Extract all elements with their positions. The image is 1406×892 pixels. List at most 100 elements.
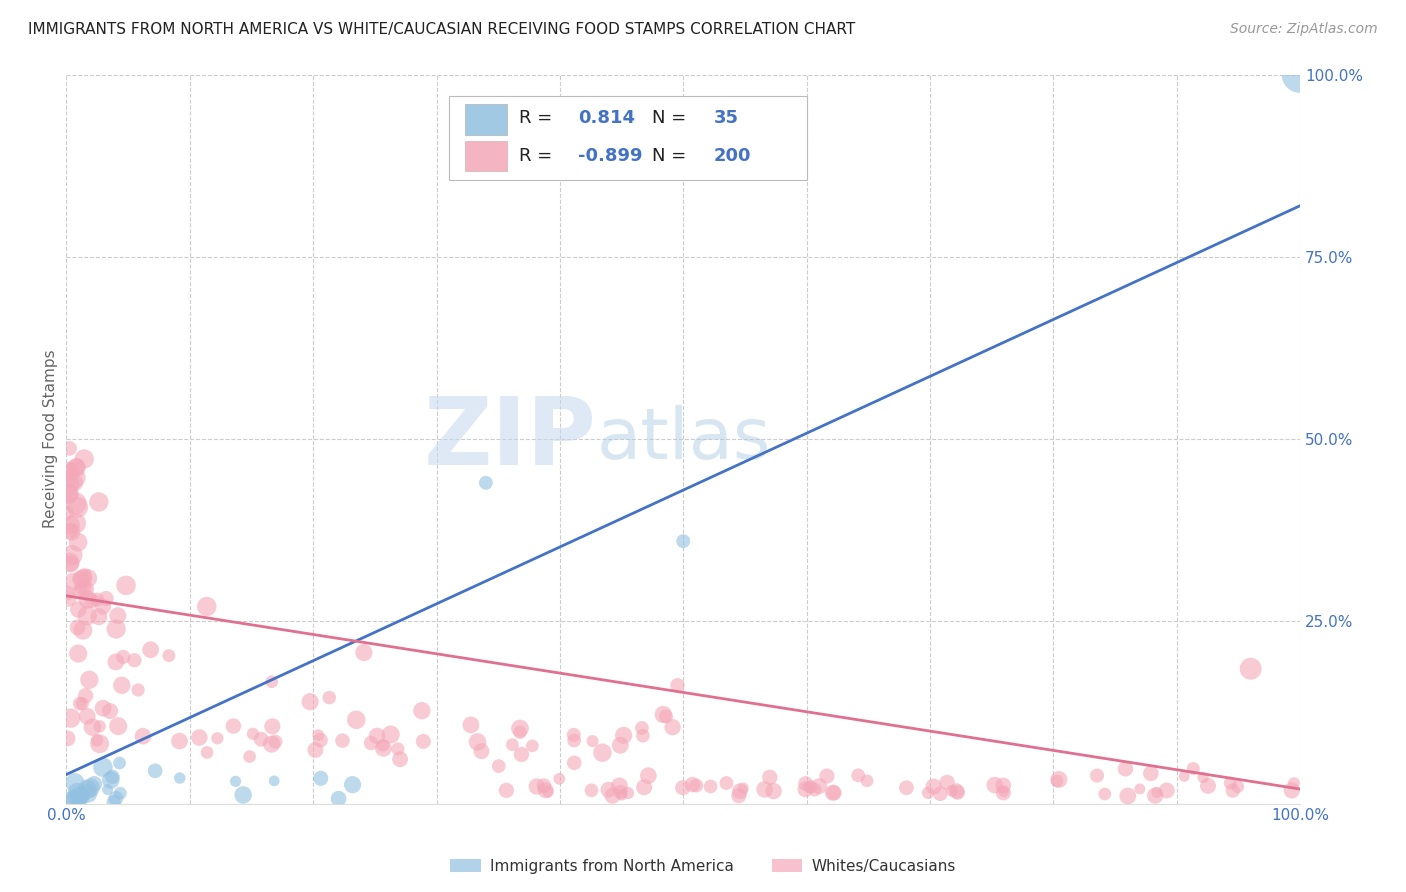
Point [1046, 774, 1069, 789]
Point [509, 725, 531, 739]
Point [1281, 783, 1303, 797]
Point [111, 678, 134, 692]
Point [467, 735, 489, 749]
Bar [465, 141, 506, 171]
Point [107, 719, 129, 733]
Point [104, 655, 127, 669]
Point [299, 695, 322, 709]
Point [65, 460, 87, 475]
Point [169, 771, 191, 785]
Point [1226, 780, 1249, 794]
Point [260, 737, 283, 751]
Point [59, 711, 82, 725]
Point [522, 739, 544, 753]
Text: 0.814: 0.814 [578, 109, 636, 127]
Point [1114, 762, 1136, 776]
Point [69, 583, 91, 598]
Point [76, 608, 98, 623]
Point [661, 720, 683, 734]
Point [101, 770, 124, 784]
Point [917, 786, 939, 800]
Point [77, 571, 100, 585]
Point [794, 782, 817, 797]
Point [602, 789, 624, 803]
Point [66, 785, 89, 799]
Point [488, 759, 510, 773]
Point [672, 534, 695, 549]
Point [411, 704, 433, 718]
Point [655, 709, 678, 723]
Point [63, 470, 86, 484]
Point [808, 779, 831, 793]
Text: R =: R = [519, 147, 553, 165]
Point [139, 642, 162, 657]
Point [609, 785, 631, 799]
Point [581, 734, 603, 748]
Point [495, 783, 517, 797]
Point [69, 789, 91, 804]
Point [1182, 762, 1205, 776]
Point [72, 697, 94, 711]
Point [821, 786, 844, 800]
Point [157, 648, 180, 663]
Text: N =: N = [652, 109, 686, 127]
Point [91, 599, 114, 614]
Point [609, 738, 631, 752]
Text: atlas: atlas [598, 405, 772, 474]
Point [631, 721, 654, 735]
Point [80, 593, 103, 607]
Point [637, 769, 659, 783]
Point [1140, 766, 1163, 780]
Point [73, 569, 96, 583]
Text: -0.899: -0.899 [578, 147, 643, 165]
Point [195, 746, 218, 760]
Point [63, 790, 86, 805]
Point [67, 535, 90, 549]
Point [100, 772, 122, 787]
Point [936, 775, 959, 789]
Point [754, 782, 776, 797]
Point [562, 733, 585, 747]
Point [225, 774, 247, 789]
Text: 35: 35 [714, 109, 740, 127]
Point [72, 582, 94, 596]
Point [727, 789, 749, 803]
Point [562, 756, 585, 770]
Point [250, 732, 273, 747]
Point [941, 784, 963, 798]
Point [815, 769, 838, 783]
Point [108, 756, 131, 770]
Bar [449, 96, 807, 180]
Point [263, 773, 285, 788]
Text: 200: 200 [714, 147, 752, 165]
Point [1192, 771, 1215, 785]
Point [86, 733, 108, 747]
Legend: Immigrants from North America, Whites/Caucasians: Immigrants from North America, Whites/Ca… [444, 853, 962, 880]
Point [89, 737, 111, 751]
Point [1047, 772, 1070, 787]
Point [682, 778, 704, 792]
Point [63, 475, 86, 490]
Point [652, 707, 675, 722]
Point [922, 780, 945, 794]
Point [728, 784, 751, 798]
Point [242, 727, 264, 741]
Point [716, 776, 738, 790]
Point [59, 524, 82, 538]
Point [856, 773, 879, 788]
Point [993, 786, 1015, 800]
Point [124, 653, 146, 667]
Point [103, 795, 125, 809]
Point [107, 608, 129, 623]
Point [733, 781, 755, 796]
Point [66, 500, 89, 515]
Point [132, 729, 155, 743]
Point [56, 586, 79, 600]
Point [526, 780, 548, 794]
Point [66, 459, 89, 474]
Point [73, 452, 96, 467]
Point [373, 741, 395, 756]
Point [207, 731, 229, 746]
Point [127, 683, 149, 698]
Point [86, 592, 108, 607]
